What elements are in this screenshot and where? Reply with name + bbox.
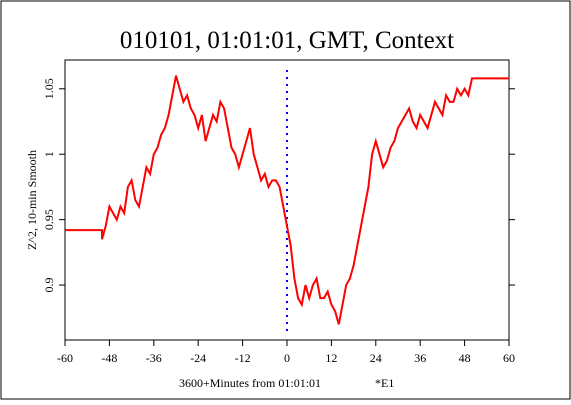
x-tick-label: 60 xyxy=(503,351,515,365)
x-tick-label: -24 xyxy=(190,351,206,365)
plot-box xyxy=(64,59,510,341)
y-tick-label: 1.05 xyxy=(42,78,56,99)
x-tick-label: -60 xyxy=(57,351,73,365)
y-tick-label: 1 xyxy=(42,151,56,157)
x-tick-label: -36 xyxy=(146,351,162,365)
y-tick-label: 0.9 xyxy=(42,278,56,293)
x-tick-label: -12 xyxy=(235,351,251,365)
x-axis-label: 3600+Minutes from 01:01:01 xyxy=(179,376,321,390)
x-tick-label: 48 xyxy=(459,351,471,365)
x-tick-label: 36 xyxy=(414,351,426,365)
x-tick-label: 0 xyxy=(284,351,290,365)
y-tick-label: 0.95 xyxy=(42,209,56,230)
x-tick-label: 12 xyxy=(325,351,337,365)
y-axis-label: Z^2, 10-min Smooth xyxy=(25,150,39,250)
annotation: *E1 xyxy=(375,376,394,390)
x-tick-label: 24 xyxy=(370,351,382,365)
chart-title: 010101, 01:01:01, GMT, Context xyxy=(120,27,454,54)
data-line xyxy=(65,75,509,325)
x-tick-label: -48 xyxy=(101,351,117,365)
